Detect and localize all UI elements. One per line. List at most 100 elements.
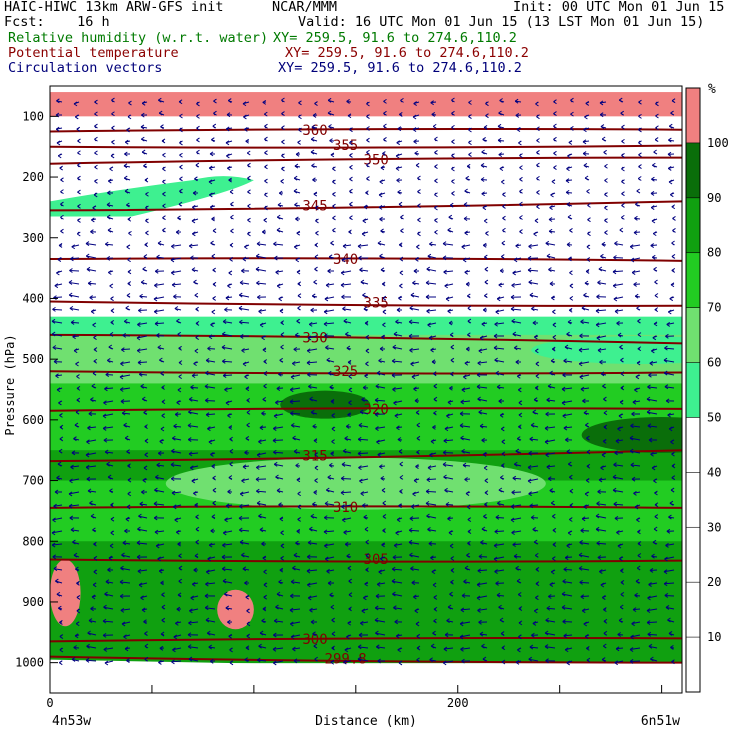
circulation-vector-head xyxy=(306,360,311,366)
circulation-vector xyxy=(392,568,403,571)
circulation-vector xyxy=(614,242,624,246)
circulation-vector xyxy=(409,517,420,520)
circulation-vector-head xyxy=(280,530,284,536)
circulation-vector-head xyxy=(442,660,447,666)
circulation-vector-head xyxy=(497,500,501,506)
colorbar-label: 50 xyxy=(707,410,721,424)
circulation-vector-head xyxy=(584,280,589,286)
circulation-vector-head xyxy=(87,425,91,431)
circulation-vector-head xyxy=(515,448,520,454)
circulation-vector-head xyxy=(391,372,396,378)
circulation-vector-head xyxy=(58,243,63,248)
circulation-vector-head xyxy=(205,358,210,363)
circulation-vector-head xyxy=(501,254,505,260)
rh-moist-core xyxy=(165,457,546,510)
circulation-vector-head xyxy=(629,659,634,664)
circulation-vector-head xyxy=(481,526,486,532)
circulation-vector-head xyxy=(478,348,483,354)
circulation-vector-head xyxy=(73,348,78,354)
circulation-vector-head xyxy=(277,202,282,208)
circulation-vector-head xyxy=(580,528,584,533)
circulation-vector-head xyxy=(104,449,109,455)
circulation-vector-head xyxy=(365,190,369,196)
circulation-vector-head xyxy=(312,177,316,183)
circulation-vector-head xyxy=(69,515,74,521)
circulation-vector-head xyxy=(191,373,196,379)
circulation-vector xyxy=(206,569,216,573)
circulation-vector-head xyxy=(281,97,285,103)
circulation-vector xyxy=(170,464,182,467)
circulation-vector-head xyxy=(515,565,519,571)
circulation-vector xyxy=(70,257,80,260)
circulation-vector-head xyxy=(346,634,350,640)
circulation-vector-head xyxy=(653,266,657,272)
circulation-vector-head xyxy=(501,179,505,185)
circulation-vector-head xyxy=(400,228,404,234)
circulation-vector-head xyxy=(292,646,296,652)
circulation-vector-head xyxy=(450,568,455,573)
circulation-vector-head xyxy=(413,478,418,484)
circulation-vector-head xyxy=(516,578,521,584)
circulation-vector-head xyxy=(263,359,268,364)
circulation-vector xyxy=(561,387,573,390)
circulation-vector-head xyxy=(466,552,470,558)
circulation-vector-head xyxy=(467,517,472,523)
circulation-vector-head xyxy=(143,254,148,259)
circulation-vector-head xyxy=(672,216,676,221)
circulation-vector-head xyxy=(448,530,453,536)
circulation-vector-head xyxy=(92,322,96,328)
circulation-vector-head xyxy=(279,567,284,573)
circulation-vector-head xyxy=(227,98,232,103)
circulation-vector xyxy=(86,268,97,272)
circulation-vector-head xyxy=(637,332,642,338)
circulation-vector-head xyxy=(395,153,400,159)
circulation-vector-head xyxy=(348,374,353,379)
circulation-vector-head xyxy=(569,270,573,276)
circulation-vector-head xyxy=(55,126,60,132)
circulation-vector-head xyxy=(532,409,537,415)
circulation-vector xyxy=(189,244,199,247)
circulation-vector-head xyxy=(76,595,81,600)
rh-upper-moist-patch xyxy=(50,176,254,217)
circulation-vector-head xyxy=(366,114,370,119)
circulation-vector-head xyxy=(528,656,533,662)
circulation-vector-head xyxy=(581,516,586,522)
circulation-vector-head xyxy=(348,592,353,598)
circulation-vector xyxy=(511,283,522,286)
circulation-vector xyxy=(272,439,284,442)
circulation-vector-head xyxy=(176,400,180,405)
circulation-vector-head xyxy=(137,526,141,532)
circulation-vector-head xyxy=(442,241,447,247)
circulation-vector-head xyxy=(545,452,549,458)
circulation-vector-head xyxy=(451,139,455,145)
circulation-vector xyxy=(630,257,641,261)
circulation-vector-head xyxy=(637,553,642,558)
circulation-vector-head xyxy=(228,475,233,480)
circulation-vector-head xyxy=(143,619,147,625)
circulation-vector-head xyxy=(256,280,260,286)
circulation-vector xyxy=(562,413,573,417)
circulation-vector-head xyxy=(582,139,587,145)
circulation-vector-head xyxy=(567,530,572,536)
circulation-vector-head xyxy=(399,474,404,480)
circulation-vector xyxy=(308,385,318,389)
circulation-vector xyxy=(546,465,556,468)
circulation-vector-head xyxy=(413,101,417,107)
circulation-vector-head xyxy=(178,578,183,584)
circulation-vector-head xyxy=(393,400,397,406)
circulation-vector-head xyxy=(196,125,200,131)
circulation-vector-head xyxy=(379,179,384,185)
circulation-vector-head xyxy=(212,267,216,273)
circulation-vector-head xyxy=(188,620,192,626)
circulation-vector-head xyxy=(102,632,107,638)
circulation-vector-head xyxy=(530,515,535,520)
circulation-vector xyxy=(648,645,658,649)
circulation-vector-head xyxy=(72,334,76,340)
circulation-vector-head xyxy=(328,370,332,376)
circulation-vector-head xyxy=(479,423,484,429)
circulation-vector-head xyxy=(518,412,523,418)
circulation-vector-head xyxy=(90,229,94,235)
circulation-vector-head xyxy=(222,542,226,548)
circulation-vector-head xyxy=(392,387,396,392)
circulation-vector xyxy=(528,269,539,272)
